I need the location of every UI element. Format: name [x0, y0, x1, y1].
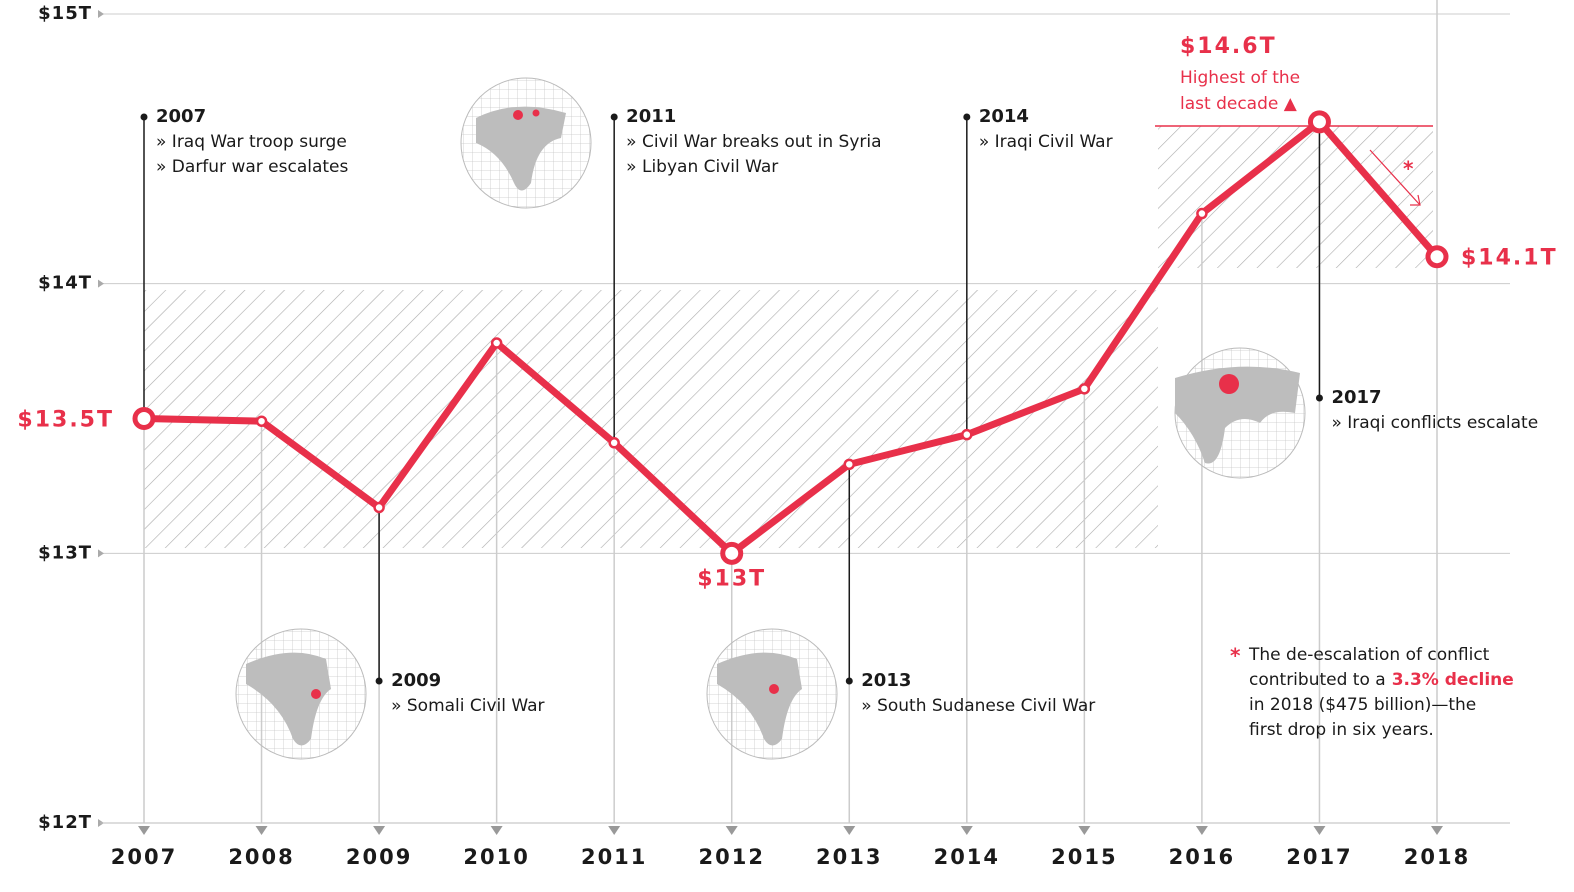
event-dot: [1315, 394, 1323, 402]
x-tick-label: 2012: [699, 845, 765, 869]
value-label: $13.5T: [17, 408, 114, 433]
event-text: » Civil War breaks out in Syria: [626, 132, 881, 152]
event-year: 2013: [861, 670, 911, 691]
x-tick-label: 2013: [816, 845, 882, 869]
x-tick-label: 2009: [346, 845, 412, 869]
event-year: 2007: [156, 106, 206, 127]
point: [720, 541, 744, 565]
x-tick-mark: [1078, 826, 1091, 835]
event-dot: [845, 677, 853, 685]
x-tick-mark: [490, 826, 503, 835]
arrow-marker: *: [1403, 157, 1414, 181]
footnote-line: contributed to a 3.3% decline: [1249, 670, 1514, 690]
x-tick-label: 2011: [581, 845, 647, 869]
x-tick-mark: [725, 826, 738, 835]
tick-mark: [98, 10, 104, 18]
event-dot: [140, 113, 148, 121]
event-text: » Somali Civil War: [391, 696, 544, 716]
event-dot: [610, 113, 618, 121]
point: [608, 437, 620, 449]
event-text: » Iraqi Civil War: [979, 132, 1113, 152]
x-tick-mark: [843, 826, 856, 835]
x-tick-label: 2008: [228, 845, 294, 869]
footnote-line: in 2018 ($475 billion)—the: [1249, 695, 1476, 715]
highlight-note: last decade ▲: [1180, 94, 1298, 114]
point: [255, 415, 268, 427]
point: [1425, 245, 1449, 269]
x-tick-mark: [255, 826, 268, 835]
x-tick-mark: [1431, 826, 1443, 835]
event-dot: [375, 677, 383, 685]
footnote: * The de-escalation of conflict contribute…: [1230, 644, 1514, 741]
event-year: 2017: [1331, 387, 1381, 408]
x-tick-label: 2018: [1404, 845, 1470, 869]
event-year: 2009: [391, 670, 441, 691]
footnote-highlight: 3.3% decline: [1392, 670, 1514, 690]
highlight-note: Highest of the: [1180, 68, 1300, 88]
event-text: » Darfur war escalates: [156, 157, 349, 177]
tick-mark: [98, 549, 104, 558]
footnote-text: contributed to a: [1249, 670, 1386, 690]
x-tick-label: 2015: [1051, 845, 1117, 869]
point: [1307, 110, 1331, 134]
point: [373, 501, 385, 514]
event-text: » Iraqi conflicts escalate: [1331, 413, 1538, 433]
x-tick-mark: [373, 826, 386, 835]
event-dot: [963, 113, 971, 121]
tick-mark: [98, 279, 104, 288]
footnote-line: first drop in six years.: [1249, 720, 1434, 740]
point: [132, 407, 156, 430]
point: [843, 458, 856, 471]
x-tick-label: 2014: [934, 845, 1000, 869]
value-label: $14.1T: [1461, 246, 1558, 271]
footnote-line: The de-escalation of conflict: [1248, 645, 1490, 665]
point: [1078, 383, 1091, 395]
event-year: 2011: [626, 106, 676, 127]
event-text: » South Sudanese Civil War: [861, 696, 1095, 716]
x-tick-mark: [1195, 826, 1208, 835]
value-label: $13T: [697, 566, 766, 591]
x-tick-label: 2017: [1286, 845, 1352, 869]
x-tick-mark: [1313, 826, 1326, 835]
event-text: » Iraq War troop surge: [156, 132, 347, 152]
globes: [235, 77, 1306, 760]
x-tick-mark: [960, 826, 973, 835]
x-tick-mark: [608, 826, 621, 835]
footnote-text: first drop in six years.: [1249, 720, 1434, 740]
value-label: $14.6T: [1180, 34, 1277, 59]
y-tick-label: $14T: [38, 273, 92, 294]
x-tick-label: 2016: [1169, 845, 1235, 869]
y-tick-label: $13T: [38, 542, 92, 563]
footnote-text: The de-escalation of conflict: [1248, 645, 1490, 665]
y-tick-label: $12T: [38, 812, 92, 833]
x-tick-mark: [138, 826, 150, 835]
x-tick-label: 2007: [111, 845, 177, 869]
event-year: 2014: [979, 106, 1029, 127]
y-tick-label: $15T: [38, 3, 92, 24]
point: [490, 337, 503, 349]
point: [1196, 207, 1208, 220]
data-line: [143, 118, 1440, 557]
footnote-marker: *: [1230, 644, 1241, 668]
point: [961, 428, 973, 441]
footnote-text: in 2018 ($475 billion)—the: [1249, 695, 1476, 715]
x-tick-label: 2010: [463, 845, 529, 869]
event-text: » Libyan Civil War: [626, 157, 778, 177]
